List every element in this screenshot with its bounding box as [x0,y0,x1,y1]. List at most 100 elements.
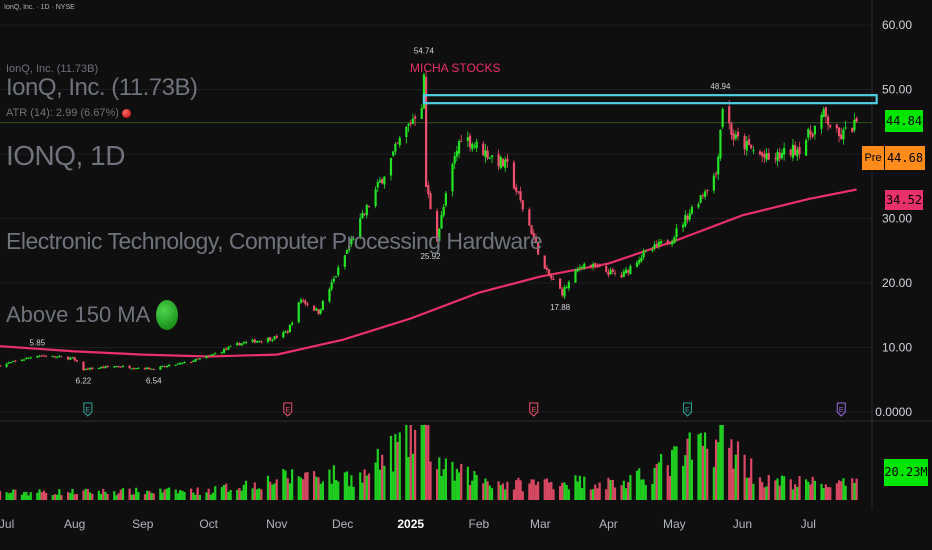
candle-body [152,369,155,371]
candle-body [638,259,641,264]
candle-body [567,281,570,289]
volume-bar [809,484,812,500]
atr-indicator: ATR (14): 2.99 (6.67%) [6,107,131,119]
candle-body [714,173,718,175]
volume-bar [227,491,230,500]
price-candles [0,70,858,371]
candle-body [530,225,533,235]
volume-bar [286,478,289,500]
volume-bar [732,468,735,500]
candle-body [227,347,230,350]
volume-bar [528,483,531,500]
candle-body [712,175,715,191]
volume-bar [396,441,399,500]
volume-bar [580,488,584,500]
candle-body [611,269,614,272]
volume-bar [717,442,720,500]
candle-body [207,355,210,357]
volume-bar [837,480,841,500]
volume-bar [550,481,553,500]
volume-bar [835,483,838,500]
volume-bar [117,493,120,500]
candle-body [71,357,74,359]
volume-bar [113,491,116,500]
candle-body [161,366,164,368]
volume-bar [146,490,149,500]
candle-body [69,357,72,360]
candle-body [813,125,816,135]
candle-body [132,368,136,370]
volume-bar [420,425,423,500]
candle-body [457,141,461,154]
volume-bar [82,490,85,500]
y-tick-label: 0.0000 [875,405,912,419]
candle-body [7,362,10,364]
price-annotation: 25.92 [420,252,441,261]
volume-bar [411,453,415,500]
red-circle-icon [121,108,131,118]
volume-bar [179,490,182,500]
volume-bar [653,467,656,500]
candle-body [113,366,116,368]
candle-body [455,151,458,157]
volume-bar [512,489,516,500]
candle-body [429,193,432,210]
volume-bar [490,488,494,500]
candle-body [537,242,540,255]
price-annotation: 48.94 [710,82,731,91]
volume-bar [229,489,232,500]
candle-body [99,367,103,369]
candle-body [312,305,316,311]
volume-bar [719,425,722,500]
volume-bar [25,491,28,500]
candle-body [168,364,171,366]
candle-body [484,150,487,158]
volume-bar [589,489,592,500]
candle-body [699,195,702,203]
volume-bar [159,488,162,500]
candle-body [596,266,599,268]
volume-bar [9,492,13,500]
volume-bar [504,489,507,500]
volume-bar [460,463,463,500]
candle-body [0,365,2,367]
candle-body [501,158,505,167]
candle-body [438,228,441,241]
candle-body [236,343,239,346]
candle-body [128,365,131,369]
volume-bar [23,491,26,500]
candle-body [196,358,199,360]
candle-body [826,116,830,125]
candle-body [119,366,122,368]
volume-bar [673,446,676,500]
candle-body [143,368,147,370]
earnings-letter: E [86,407,91,414]
candle-body [763,153,766,158]
volume-bar [594,484,597,500]
candle-body [791,144,795,158]
candle-body [504,159,507,168]
volume-bar [813,480,816,500]
volume-bar [106,494,109,500]
candle-body [176,363,180,365]
candle-body [405,127,408,138]
candle-body [668,242,672,244]
candle-body [12,360,15,362]
candle-body [304,300,307,304]
candle-body [394,143,397,152]
volume-bar [260,489,263,500]
candle-body [789,149,792,156]
candle-body [532,233,535,238]
volume-badge: 20.23M [884,459,928,486]
candle-body [580,266,584,269]
symbol-overlay: IONQ, 1D [6,140,125,172]
volume-bar [315,476,318,500]
candle-body [240,343,243,346]
candle-body [383,176,386,185]
ma-price-badge: 34.52 [885,190,923,210]
volume-bar [805,479,808,500]
candle-body [620,274,623,278]
volume-bar [644,484,647,500]
volume-bars [0,425,858,500]
